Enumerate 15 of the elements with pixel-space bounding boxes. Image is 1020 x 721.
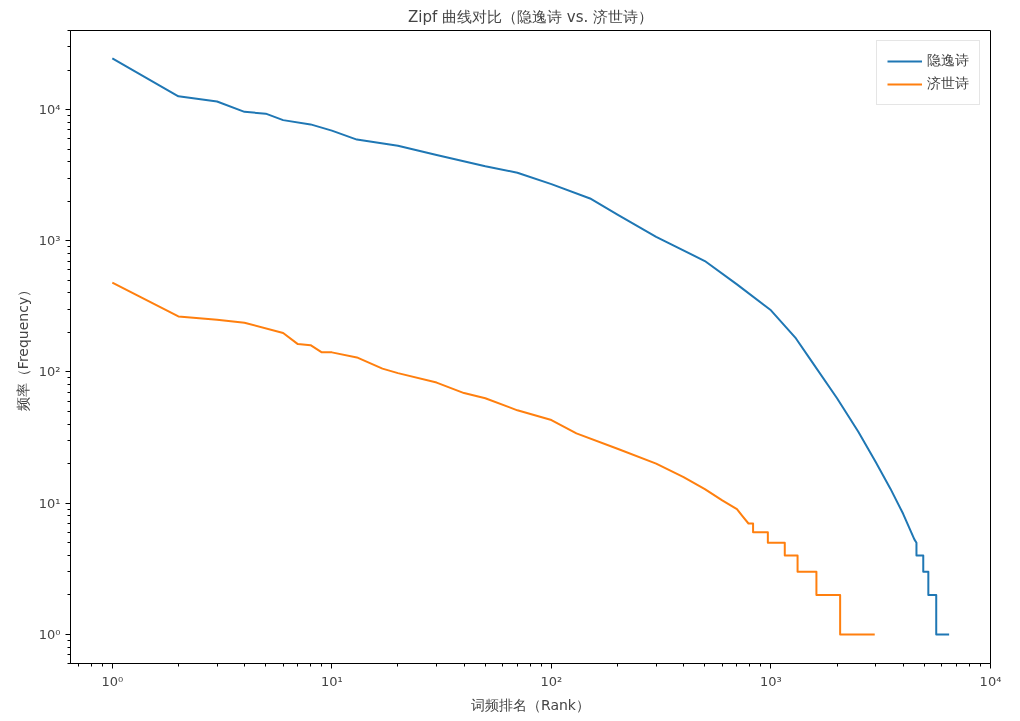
x-tick-label: 10⁰	[101, 673, 124, 689]
x-axis-title: 词频排名（Rank）	[471, 696, 590, 713]
legend-label: 隐逸诗	[927, 52, 969, 70]
y-tick-label: 10³	[38, 233, 61, 249]
y-axis-title: 频率（Frequency）	[14, 282, 31, 412]
legend-label: 济世诗	[927, 75, 969, 93]
y-tick-label: 10²	[38, 364, 61, 380]
x-tick-label: 10⁴	[979, 673, 1002, 689]
x-tick-label: 10³	[760, 673, 782, 689]
y-tick-label: 10⁰	[38, 626, 61, 642]
x-tick-label: 10²	[540, 673, 563, 689]
chart-title: Zipf 曲线对比（隐逸诗 vs. 济世诗）	[408, 7, 654, 26]
y-tick-label: 10⁴	[38, 102, 61, 117]
x-tick-label: 10¹	[320, 673, 343, 689]
y-tick-label: 10¹	[38, 495, 61, 511]
